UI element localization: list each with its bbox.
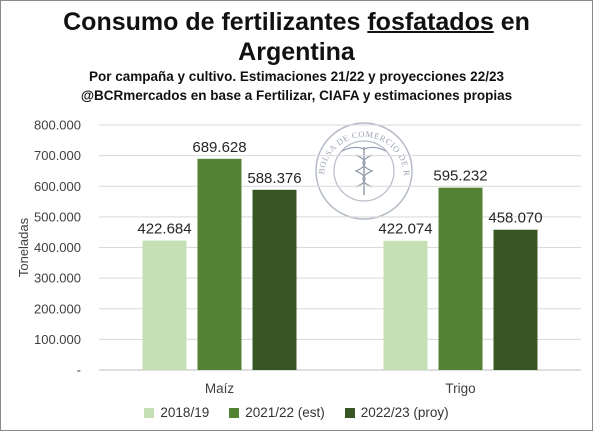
caduceus-wings bbox=[341, 146, 387, 152]
data-label: 689.628 bbox=[192, 139, 246, 156]
title-text-post: en bbox=[493, 8, 530, 36]
title-underlined-word: fosfatados bbox=[367, 8, 494, 36]
y-tick-label: 700.000 bbox=[34, 148, 81, 163]
y-tick-label: 200.000 bbox=[34, 301, 81, 316]
legend-item: 2018/19 bbox=[144, 405, 209, 420]
legend-label: 2022/23 (proy) bbox=[360, 405, 449, 420]
y-tick-label: - bbox=[77, 363, 81, 378]
watermark-seal-outer-ring bbox=[315, 122, 413, 220]
y-tick-label: 400.000 bbox=[34, 240, 81, 255]
data-label: 595.232 bbox=[433, 168, 487, 185]
data-label: 422.074 bbox=[378, 221, 432, 238]
legend-label: 2021/22 (est) bbox=[245, 405, 325, 420]
data-label: 458.070 bbox=[488, 210, 542, 227]
x-tick-label: Maíz bbox=[205, 381, 235, 396]
legend-swatch bbox=[144, 407, 155, 418]
y-tick-label: 500.000 bbox=[34, 209, 81, 224]
legend-item: 2021/22 (est) bbox=[229, 405, 325, 420]
y-axis-title: Toneladas bbox=[16, 217, 31, 277]
bar bbox=[142, 240, 187, 370]
caduceus-snake-left bbox=[354, 154, 366, 188]
legend-label: 2018/19 bbox=[160, 405, 210, 420]
caduceus-snake-right bbox=[362, 154, 374, 188]
bar bbox=[252, 189, 297, 370]
chart-title: Consumo de fertilizantes fosfatados en A… bbox=[1, 7, 592, 67]
title-line-2: Argentina bbox=[238, 38, 355, 66]
bar bbox=[383, 240, 428, 370]
bar bbox=[438, 187, 483, 370]
legend-swatch bbox=[229, 407, 240, 418]
data-label: 588.376 bbox=[247, 170, 301, 187]
legend-swatch bbox=[344, 407, 355, 418]
chart-subtitle: Por campaña y cultivo. Estimaciones 21/2… bbox=[89, 69, 504, 84]
y-tick-label: 100.000 bbox=[34, 332, 81, 347]
y-tick-label: 300.000 bbox=[34, 271, 81, 286]
chart-legend: 2018/19 2021/22 (est) 2022/23 (proy) bbox=[1, 405, 592, 420]
bar bbox=[197, 158, 242, 370]
x-tick-label: Trigo bbox=[445, 381, 475, 396]
bar bbox=[493, 229, 538, 370]
data-label: 422.684 bbox=[137, 221, 191, 238]
title-text-pre: Consumo de fertilizantes bbox=[63, 8, 368, 36]
y-tick-label: 600.000 bbox=[34, 179, 81, 194]
legend-item: 2022/23 (proy) bbox=[344, 405, 449, 420]
chart-source: @BCRmercados en base a Fertilizar, CIAFA… bbox=[80, 88, 513, 103]
watermark-seal-inner-ring bbox=[333, 140, 395, 202]
y-tick-label: 800.000 bbox=[34, 118, 81, 133]
